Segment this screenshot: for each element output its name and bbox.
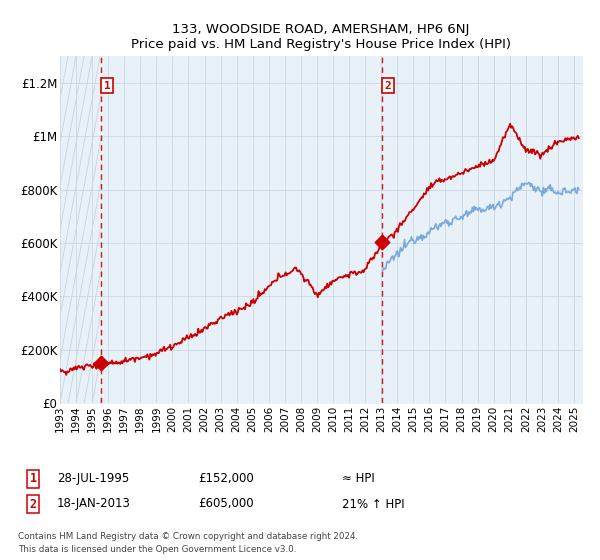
Text: 2: 2: [385, 81, 391, 91]
Text: 28-JUL-1995: 28-JUL-1995: [57, 472, 129, 486]
Text: 18-JAN-2013: 18-JAN-2013: [57, 497, 131, 511]
Text: 2: 2: [29, 497, 37, 511]
Text: 1: 1: [29, 472, 37, 486]
Text: 1: 1: [104, 81, 110, 91]
Text: 21% ↑ HPI: 21% ↑ HPI: [342, 497, 404, 511]
Text: Contains HM Land Registry data © Crown copyright and database right 2024.
This d: Contains HM Land Registry data © Crown c…: [18, 533, 358, 554]
Point: [377, 237, 387, 246]
Text: ≈ HPI: ≈ HPI: [342, 472, 375, 486]
Title: 133, WOODSIDE ROAD, AMERSHAM, HP6 6NJ
Price paid vs. HM Land Registry's House Pr: 133, WOODSIDE ROAD, AMERSHAM, HP6 6NJ Pr…: [131, 22, 511, 50]
Point: [97, 358, 106, 367]
Text: £152,000: £152,000: [198, 472, 254, 486]
Text: £605,000: £605,000: [198, 497, 254, 511]
